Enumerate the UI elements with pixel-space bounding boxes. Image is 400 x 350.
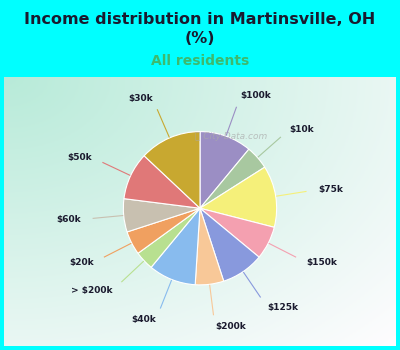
Wedge shape xyxy=(195,208,224,285)
Text: All residents: All residents xyxy=(151,54,249,68)
Wedge shape xyxy=(138,208,200,267)
Wedge shape xyxy=(200,208,274,257)
Wedge shape xyxy=(200,149,265,208)
Wedge shape xyxy=(200,167,277,227)
Text: Income distribution in Martinsville, OH
(%): Income distribution in Martinsville, OH … xyxy=(24,12,376,46)
Wedge shape xyxy=(124,156,200,208)
Text: $100k: $100k xyxy=(240,91,271,100)
Text: $10k: $10k xyxy=(290,125,314,134)
Wedge shape xyxy=(200,132,249,208)
Text: $40k: $40k xyxy=(131,315,156,324)
Wedge shape xyxy=(200,208,259,281)
Wedge shape xyxy=(151,208,200,285)
Text: $200k: $200k xyxy=(215,322,246,331)
Wedge shape xyxy=(123,199,200,232)
Wedge shape xyxy=(127,208,200,253)
Text: $125k: $125k xyxy=(267,303,298,312)
Text: ⓘ City-Data.com: ⓘ City-Data.com xyxy=(194,132,267,141)
Text: $30k: $30k xyxy=(128,94,152,103)
Text: $150k: $150k xyxy=(306,258,338,267)
Wedge shape xyxy=(144,132,200,208)
Text: > $200k: > $200k xyxy=(71,286,113,295)
Text: $20k: $20k xyxy=(69,258,94,267)
Text: $50k: $50k xyxy=(67,153,92,162)
Text: $75k: $75k xyxy=(318,185,343,194)
Text: $60k: $60k xyxy=(56,215,81,224)
